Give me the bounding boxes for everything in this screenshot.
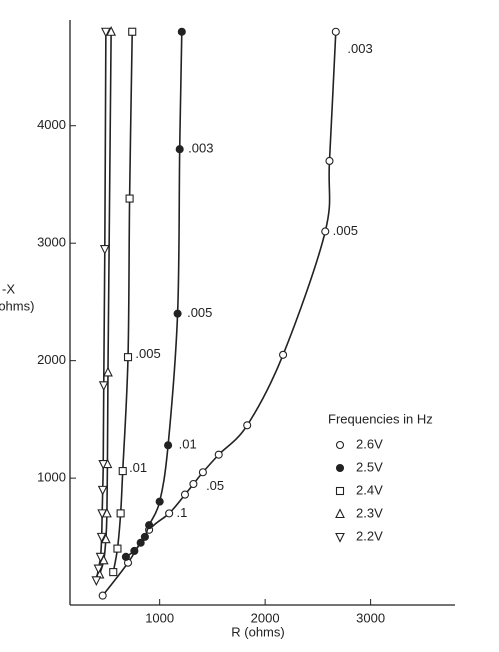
marker <box>335 532 345 543</box>
marker <box>140 532 149 541</box>
series-line <box>125 31 183 558</box>
x-tick-label: 2000 <box>251 610 280 625</box>
marker <box>116 509 125 518</box>
marker <box>123 353 133 362</box>
annotation: .003 <box>347 41 372 56</box>
marker <box>98 591 107 600</box>
marker <box>99 245 110 255</box>
marker <box>177 27 186 36</box>
series-line <box>112 31 134 573</box>
marker <box>96 532 107 543</box>
marker <box>98 459 109 470</box>
legend-label: 2.2V <box>356 528 383 543</box>
marker <box>189 479 198 489</box>
marker <box>335 508 345 519</box>
marker <box>243 421 252 430</box>
marker <box>325 156 334 166</box>
marker <box>97 485 108 496</box>
y-axis-label: -X <box>2 281 15 296</box>
marker <box>136 538 145 547</box>
x-tick-label: 1000 <box>145 610 174 625</box>
marker <box>121 552 130 561</box>
marker <box>175 145 184 154</box>
marker <box>335 486 345 496</box>
marker <box>106 26 117 36</box>
marker <box>113 544 122 553</box>
marker <box>335 440 345 450</box>
legend-label: 2.4V <box>356 482 383 497</box>
marker <box>118 467 127 476</box>
annotation: .005 <box>187 305 212 320</box>
x-axis-label: R (ohms) <box>231 624 284 639</box>
y-tick-label: 2000 <box>37 352 66 367</box>
marker <box>198 468 207 477</box>
marker <box>100 27 111 38</box>
annotation: .005 <box>135 346 160 361</box>
marker <box>125 194 134 203</box>
marker <box>335 463 345 473</box>
marker <box>130 546 139 556</box>
marker <box>128 27 137 36</box>
marker <box>165 509 174 518</box>
y-tick-label: 4000 <box>37 117 66 132</box>
series-line <box>102 31 337 597</box>
marker <box>180 490 190 499</box>
marker <box>91 576 102 587</box>
marker <box>100 533 111 544</box>
annotation: .003 <box>188 141 213 156</box>
marker <box>214 450 223 459</box>
y-tick-label: 1000 <box>37 470 66 485</box>
marker <box>93 564 104 575</box>
marker <box>155 497 164 506</box>
y-tick-label: 3000 <box>37 235 66 250</box>
series-line <box>95 31 107 581</box>
marker <box>164 441 173 450</box>
marker <box>145 521 154 530</box>
marker <box>98 381 109 392</box>
legend-label: 2.3V <box>356 505 383 520</box>
legend-label: 2.6V <box>356 436 383 451</box>
y-axis-label: (ohms) <box>0 298 34 313</box>
marker <box>95 552 106 563</box>
annotation: .01 <box>179 437 197 452</box>
marker <box>103 366 113 377</box>
legend-title: Frequencies in Hz <box>328 411 433 426</box>
marker <box>321 227 330 236</box>
marker <box>331 27 340 36</box>
marker <box>279 350 288 359</box>
marker <box>173 309 182 318</box>
marker <box>97 509 108 520</box>
legend-label: 2.5V <box>356 459 383 474</box>
annotation: .005 <box>333 223 358 238</box>
annotation: .01 <box>129 460 147 475</box>
annotation: .1 <box>177 505 188 520</box>
annotation: .05 <box>206 478 224 493</box>
x-tick-label: 3000 <box>356 610 385 625</box>
marker <box>109 568 118 577</box>
